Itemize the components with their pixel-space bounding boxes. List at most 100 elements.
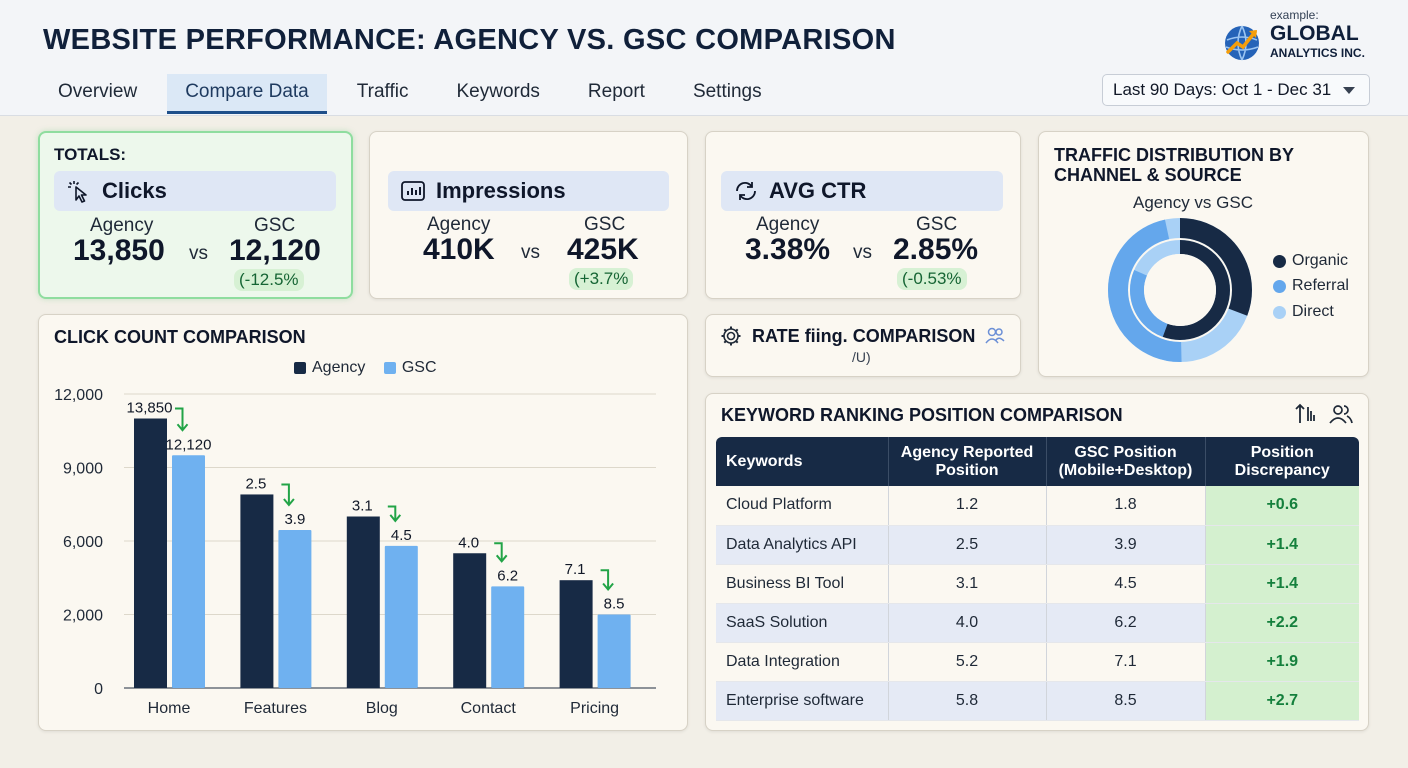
tab-compare-data[interactable]: Compare Data bbox=[167, 74, 327, 114]
tab-overview[interactable]: Overview bbox=[58, 81, 138, 102]
logo-subtitle: ANALYTICS INC. bbox=[1270, 46, 1365, 60]
gsc-position-cell: 3.9 bbox=[1046, 525, 1206, 565]
rate-title-end: COMPARISON bbox=[852, 326, 976, 346]
gear-icon bbox=[721, 326, 741, 346]
gsc-bar bbox=[491, 586, 525, 688]
agency-data-label: 3.1 bbox=[352, 498, 373, 515]
y-tick-label: 2,000 bbox=[63, 608, 103, 625]
users-icon[interactable] bbox=[984, 325, 1006, 345]
gsc-data-label: 8.5 bbox=[604, 596, 625, 613]
clicks-agency-value: 13,850 bbox=[73, 234, 165, 267]
table-row[interactable]: SaaS Solution 4.0 6.2 +2.2 bbox=[716, 603, 1359, 643]
vs-label: vs bbox=[189, 243, 208, 264]
table-row[interactable]: Business BI Tool 3.1 4.5 +1.4 bbox=[716, 564, 1359, 604]
clicks-header: Clicks bbox=[54, 171, 336, 211]
legend-gsc: GSC bbox=[401, 359, 437, 376]
col-agency-position[interactable]: Agency Reported Position bbox=[888, 437, 1047, 486]
agency-bar bbox=[453, 553, 487, 688]
tab-settings[interactable]: Settings bbox=[692, 81, 762, 102]
gsc-position-cell: 8.5 bbox=[1046, 681, 1206, 721]
impressions-gsc-value: 425K bbox=[567, 233, 639, 266]
donut-outer-organic bbox=[1108, 218, 1252, 362]
discrepancy-cell: +1.4 bbox=[1205, 525, 1359, 565]
x-category-label: Contact bbox=[461, 700, 517, 717]
ctr-total-card: AVG CTR Agency GSC 3.38% vs 2.85% (-0.53… bbox=[705, 131, 1021, 299]
rate-comparison-title: RATE fiing. COMPARISON bbox=[752, 326, 975, 347]
gsc-position-cell: 6.2 bbox=[1046, 603, 1206, 643]
tab-bar: Overview Compare Data Traffic Keywords R… bbox=[40, 74, 792, 116]
table-row[interactable]: Data Integration 5.2 7.1 +1.9 bbox=[716, 642, 1359, 682]
date-range-select[interactable]: Last 90 Days: Oct 1 - Dec 31 bbox=[1102, 74, 1370, 106]
drop-arrow-icon bbox=[387, 505, 397, 521]
table-row[interactable]: Data Analytics API 2.5 3.9 +1.4 bbox=[716, 525, 1359, 565]
header-bar: WEBSITE PERFORMANCE: AGENCY VS. GSC COMP… bbox=[0, 0, 1408, 116]
x-category-label: Home bbox=[148, 700, 191, 717]
gsc-position-cell: 4.5 bbox=[1046, 564, 1206, 604]
keyword-cell: SaaS Solution bbox=[716, 603, 889, 643]
table-row[interactable]: Cloud Platform 1.2 1.8 +0.6 bbox=[716, 486, 1359, 526]
agency-position-cell: 5.2 bbox=[888, 642, 1047, 682]
col-gsc-position[interactable]: GSC Position (Mobile+Desktop) bbox=[1046, 437, 1206, 486]
discrepancy-cell: +0.6 bbox=[1205, 486, 1359, 526]
tab-traffic[interactable]: Traffic bbox=[356, 81, 409, 102]
donut-inner-organic bbox=[1130, 240, 1230, 340]
drop-arrow-icon bbox=[175, 407, 184, 431]
keyword-cell: Cloud Platform bbox=[716, 486, 889, 526]
agency-position-cell: 2.5 bbox=[888, 525, 1047, 565]
sort-icon[interactable] bbox=[1294, 402, 1318, 426]
keyword-cell: Data Analytics API bbox=[716, 525, 889, 565]
ctr-title: AVG CTR bbox=[769, 178, 867, 203]
vs-label: vs bbox=[853, 242, 872, 263]
users-icon[interactable] bbox=[1328, 402, 1354, 426]
ctr-gsc-value: 2.85% bbox=[893, 233, 979, 266]
discrepancy-cell: +2.7 bbox=[1205, 681, 1359, 721]
tab-report[interactable]: Report bbox=[587, 81, 645, 102]
keyword-cell: Enterprise software bbox=[716, 681, 889, 721]
agency-data-label: 4.0 bbox=[458, 534, 479, 551]
traffic-distribution-card: TRAFFIC DISTRIBUTION BY CHANNEL & SOURCE… bbox=[1038, 131, 1369, 377]
gsc-label: GSC bbox=[254, 215, 296, 236]
gsc-position-cell: 7.1 bbox=[1046, 642, 1206, 682]
keyword-cell: Data Integration bbox=[716, 642, 889, 682]
legend-agency: Agency bbox=[312, 359, 366, 376]
legend-direct: Direct bbox=[1292, 303, 1334, 320]
drop-arrow-icon bbox=[600, 569, 610, 590]
x-category-label: Blog bbox=[366, 700, 398, 717]
page-title: WEBSITE PERFORMANCE: AGENCY VS. GSC COMP… bbox=[43, 24, 896, 56]
agency-label: Agency bbox=[427, 214, 491, 235]
traffic-distribution-subtitle: Agency vs GSC bbox=[1133, 193, 1253, 212]
gsc-label: GSC bbox=[916, 214, 958, 235]
gsc-data-label: 4.5 bbox=[391, 527, 412, 544]
agency-position-cell: 3.1 bbox=[888, 564, 1047, 604]
clicks-delta-badge: (-12.5% bbox=[234, 269, 304, 291]
col-position-discrepancy[interactable]: Position Discrepancy bbox=[1205, 437, 1359, 486]
drop-arrowhead-icon bbox=[602, 582, 614, 592]
gsc-bar bbox=[384, 545, 418, 688]
table-row[interactable]: Enterprise software 5.8 8.5 +2.7 bbox=[716, 681, 1359, 721]
rate-title-garbled: fiing. bbox=[804, 326, 848, 346]
discrepancy-cell: +1.4 bbox=[1205, 564, 1359, 604]
cursor-click-icon bbox=[68, 181, 87, 203]
legend-swatch-gsc bbox=[383, 361, 396, 374]
y-tick-label: 6,000 bbox=[63, 534, 103, 551]
agency-data-label: 7.1 bbox=[565, 561, 586, 578]
gsc-bar bbox=[278, 529, 312, 688]
donut-inner-referral bbox=[1130, 240, 1230, 340]
impressions-title: Impressions bbox=[436, 178, 566, 203]
drop-arrow-icon bbox=[494, 542, 503, 562]
chart-legend: Agency GSC bbox=[294, 359, 437, 377]
keyword-cell: Business BI Tool bbox=[716, 564, 889, 604]
keyword-table-title: KEYWORD RANKING POSITION COMPARISON bbox=[721, 405, 1123, 425]
drop-arrowhead-icon bbox=[495, 554, 508, 563]
rate-comparison-card[interactable]: RATE fiing. COMPARISON /U) bbox=[705, 314, 1021, 377]
gsc-data-label: 12,120 bbox=[166, 436, 212, 453]
legend-dot-referral bbox=[1273, 280, 1286, 293]
y-tick-label: 9,000 bbox=[63, 461, 103, 478]
x-category-label: Features bbox=[244, 700, 307, 717]
clicks-title: Clicks bbox=[102, 178, 167, 203]
col-keywords[interactable]: Keywords bbox=[716, 437, 889, 486]
gsc-data-label: 6.2 bbox=[497, 567, 518, 584]
logo-name: GLOBAL bbox=[1270, 22, 1359, 45]
tab-keywords[interactable]: Keywords bbox=[456, 81, 540, 102]
totals-label: TOTALS: bbox=[54, 145, 127, 164]
